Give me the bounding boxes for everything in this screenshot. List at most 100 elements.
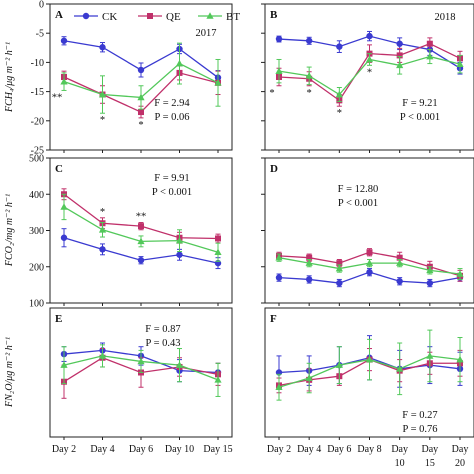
- significance-mark: *: [100, 115, 105, 126]
- f-statistic: F = 9.91: [154, 173, 189, 184]
- x-tick-label: Day 10: [165, 444, 194, 455]
- panel-label: B: [270, 9, 278, 21]
- qe-marker: [396, 52, 403, 59]
- bt-marker: [365, 355, 374, 363]
- panel-label: A: [55, 9, 63, 21]
- bt-marker: [137, 357, 145, 365]
- y-tick-label: 200: [29, 262, 44, 273]
- significance-mark: *: [269, 88, 274, 99]
- x-tick-label: Day 8: [357, 444, 381, 455]
- bt-marker: [175, 236, 184, 244]
- panel-label: F: [270, 313, 277, 325]
- p-value: P < 0.001: [338, 198, 378, 209]
- significance-mark: *: [138, 120, 143, 131]
- bt-marker: [335, 361, 343, 368]
- bt-marker: [456, 355, 464, 363]
- bt-marker: [206, 12, 214, 19]
- legend-label: CK: [102, 11, 117, 23]
- legend-label: BT: [226, 11, 240, 23]
- x-tick-label: Day: [452, 444, 469, 455]
- x-tick-label: Day 6: [129, 444, 153, 455]
- qe-marker: [138, 223, 144, 230]
- y-tick-label: -15: [31, 87, 44, 98]
- bt-marker: [305, 72, 313, 79]
- y-tick-label: -10: [31, 58, 44, 69]
- y-axis-title: FCH₄/μg m⁻² h⁻¹: [4, 42, 15, 113]
- bt-marker: [275, 67, 283, 74]
- bt-marker: [214, 248, 222, 256]
- x-tick-label: 10: [395, 458, 405, 469]
- ck-marker: [396, 278, 403, 285]
- bt-marker: [456, 270, 464, 277]
- x-tick-label: Day: [421, 444, 438, 455]
- bt-marker: [365, 259, 374, 266]
- plot-frame: [49, 157, 233, 304]
- y-tick-label: 500: [29, 154, 44, 165]
- legend: CK QE BT: [74, 11, 240, 23]
- bt-marker: [98, 352, 107, 359]
- p-value: P = 0.43: [146, 338, 181, 349]
- panel-b: * * * * B F = 9.21 P < 0.001: [261, 3, 474, 153]
- f-statistic: F = 9.21: [402, 98, 437, 109]
- y-tick-label: 300: [29, 226, 44, 237]
- x-tick-label: Day 2: [52, 444, 76, 455]
- ck-marker: [176, 251, 183, 258]
- f-statistic: F = 12.80: [338, 184, 379, 195]
- x-tick-label: Day 4: [297, 444, 321, 455]
- ck-marker: [137, 257, 145, 264]
- panel-e: E F = 0.87 P = 0.43: [49, 307, 233, 440]
- ck-marker: [82, 12, 90, 20]
- bt-marker: [175, 361, 184, 368]
- bt-marker: [137, 237, 145, 245]
- ck-marker: [99, 44, 106, 51]
- p-value: P < 0.001: [400, 112, 440, 123]
- ck-marker: [137, 66, 145, 74]
- ck-marker: [275, 35, 283, 43]
- qe-marker: [147, 13, 153, 19]
- panel-f: F F = 0.27 P = 0.76: [264, 307, 474, 440]
- p-value: P < 0.001: [152, 187, 192, 198]
- legend-label: QE: [166, 11, 181, 23]
- f-statistic: F = 0.87: [145, 324, 180, 335]
- bt-marker: [396, 61, 404, 69]
- ck-marker: [396, 40, 403, 47]
- bt-marker: [305, 259, 313, 266]
- x-tick-label: Day 2: [267, 444, 291, 455]
- year-label: 2017: [196, 28, 217, 39]
- x-tick-label: 15: [425, 458, 435, 469]
- significance-mark: *: [100, 207, 105, 218]
- y-tick-label: -5: [36, 29, 44, 40]
- panel-label: D: [270, 163, 278, 175]
- ck-marker: [366, 32, 373, 40]
- bt-marker: [275, 383, 283, 391]
- ck-marker: [426, 279, 434, 287]
- ck-marker: [336, 43, 343, 50]
- y-tick-label: 400: [29, 190, 44, 201]
- significance-mark: *: [367, 67, 372, 78]
- qe-marker: [366, 249, 373, 256]
- bt-marker: [305, 374, 313, 381]
- qe-marker: [306, 254, 313, 261]
- qe-marker: [396, 254, 403, 261]
- bt-marker: [426, 52, 434, 60]
- year-label: 2018: [435, 12, 456, 23]
- bt-marker: [214, 376, 222, 383]
- bt-marker: [456, 60, 464, 67]
- y-tick-label: 100: [29, 299, 44, 310]
- x-tick-label: Day 4: [90, 444, 114, 455]
- ck-marker: [275, 274, 283, 281]
- f-statistic: F = 2.94: [154, 98, 190, 109]
- significance-mark: *: [337, 108, 342, 119]
- x-tick-label: 20: [455, 458, 465, 469]
- y-tick-label: -25: [31, 146, 44, 157]
- significance-mark: **: [52, 92, 63, 103]
- bt-marker: [60, 361, 68, 368]
- bt-marker: [98, 90, 107, 98]
- significance-mark: **: [136, 212, 147, 223]
- y-tick-label: 0: [39, 0, 44, 11]
- bt-marker: [275, 253, 283, 261]
- p-value: P = 0.06: [155, 112, 190, 123]
- f-statistic: F = 0.27: [402, 410, 437, 421]
